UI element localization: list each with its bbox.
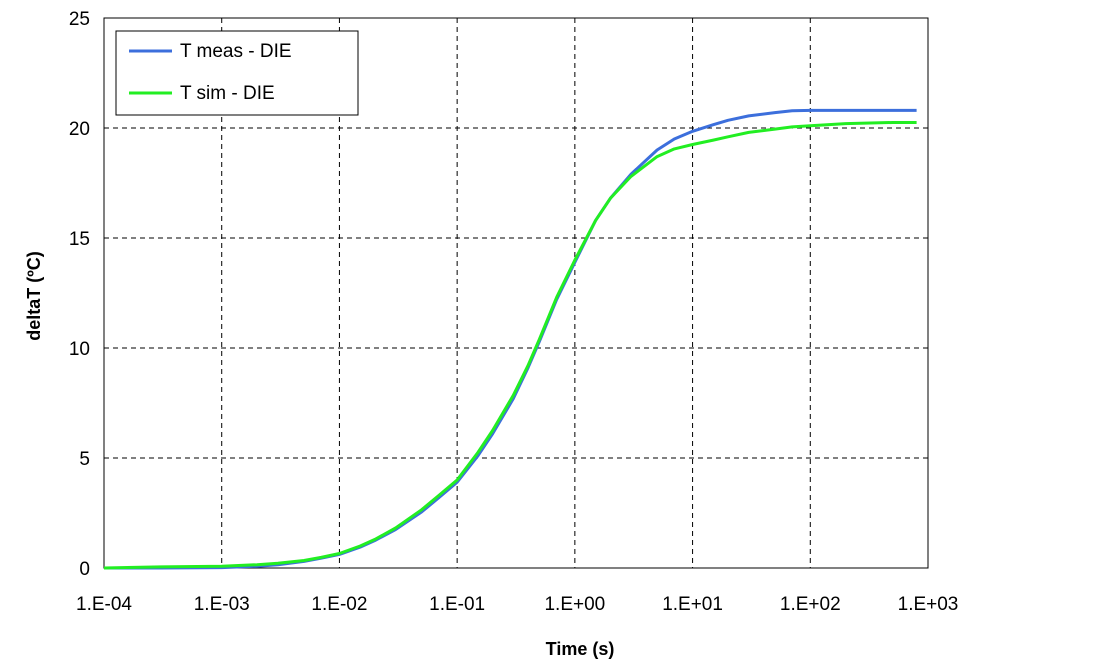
x-tick-labels: 1.E-04 1.E-03 1.E-02 1.E-01 1.E+00 1.E+01 1.E+… xyxy=(76,594,958,615)
x-tick-label: 1.E+01 xyxy=(662,594,723,615)
y-tick-label: 20 xyxy=(69,119,90,140)
y-tick-label: 15 xyxy=(69,229,90,250)
y-tick-label: 5 xyxy=(79,449,90,470)
x-tick-label: 1.E+02 xyxy=(780,594,841,615)
x-axis-title: Time (s) xyxy=(546,639,615,659)
x-tick-label: 1.E-02 xyxy=(311,594,367,615)
legend-label-meas: T meas - DIE xyxy=(180,41,292,62)
y-tick-label: 25 xyxy=(69,9,90,30)
x-tick-label: 1.E+03 xyxy=(898,594,959,615)
legend-box xyxy=(115,30,359,116)
x-tick-label: 1.E-03 xyxy=(194,594,250,615)
x-tick-label: 1.E-04 xyxy=(76,594,132,615)
series-lines xyxy=(103,108,917,570)
x-tick-label: 1.E+00 xyxy=(544,594,605,615)
y-tick-label: 0 xyxy=(79,559,90,580)
series-line-sim xyxy=(103,121,917,570)
y-tick-labels: 0 5 10 15 20 25 xyxy=(69,9,90,580)
y-tick-label: 10 xyxy=(69,339,90,360)
x-tick-label: 1.E-01 xyxy=(429,594,485,615)
y-axis-title: deltaT (ºC) xyxy=(24,251,44,341)
legend: T meas - DIE T sim - DIE xyxy=(115,30,359,116)
legend-label-sim: T sim - DIE xyxy=(180,83,275,104)
